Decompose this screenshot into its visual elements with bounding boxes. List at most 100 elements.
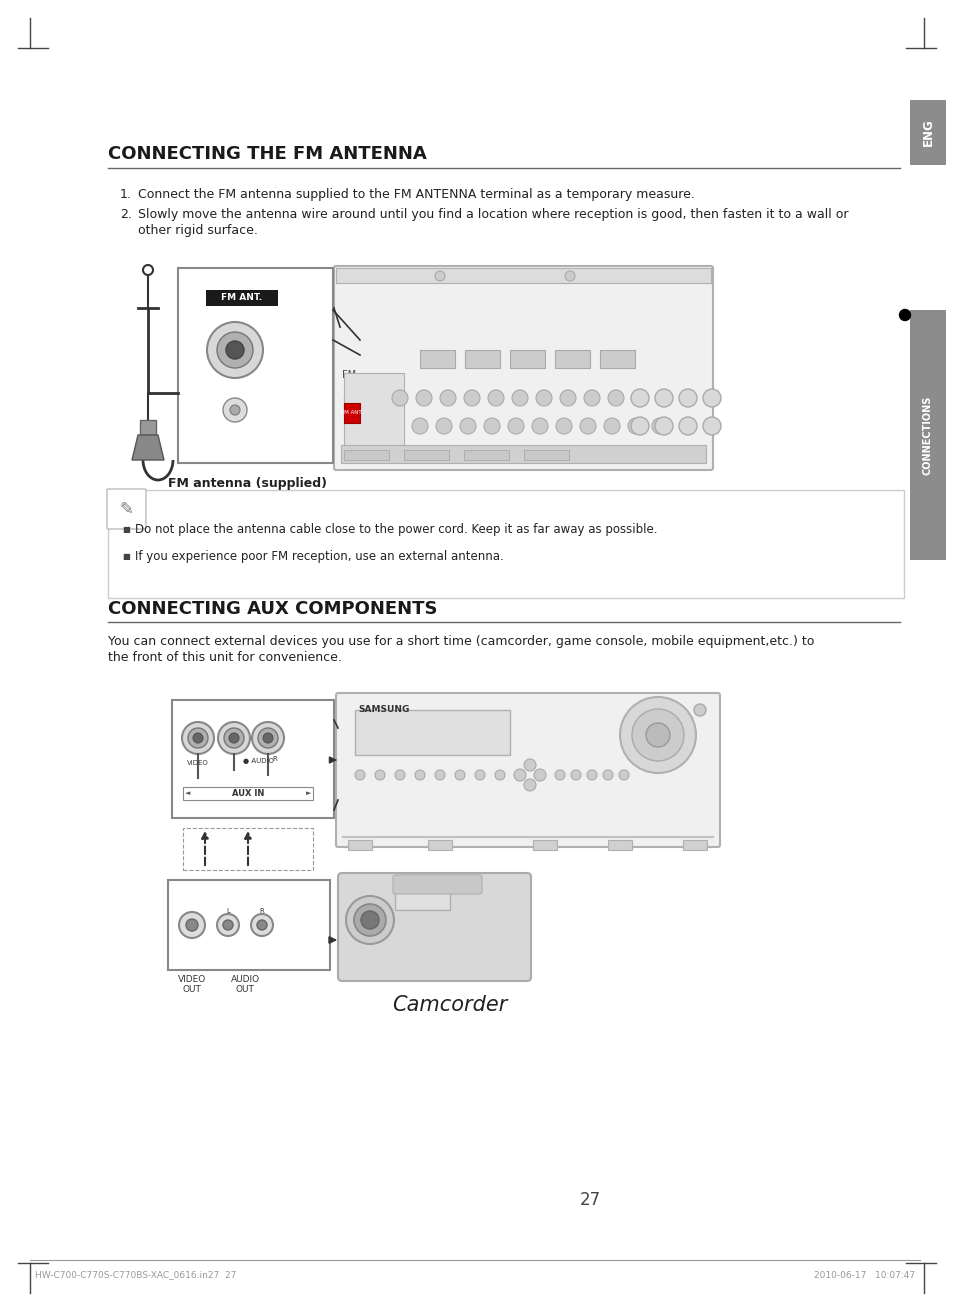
Circle shape: [556, 419, 572, 434]
Circle shape: [188, 728, 208, 748]
Circle shape: [532, 419, 547, 434]
Bar: [395, 880, 450, 911]
Circle shape: [564, 272, 575, 281]
Bar: [682, 840, 706, 850]
Circle shape: [555, 770, 564, 781]
Circle shape: [702, 417, 720, 436]
Circle shape: [488, 390, 503, 405]
Text: SAMSUNG: SAMSUNG: [357, 706, 409, 715]
Bar: [344, 373, 403, 453]
Circle shape: [463, 390, 479, 405]
Circle shape: [583, 390, 599, 405]
Circle shape: [216, 914, 239, 935]
Circle shape: [412, 419, 428, 434]
Bar: [335, 268, 710, 283]
Circle shape: [415, 770, 424, 781]
Circle shape: [182, 722, 213, 754]
Circle shape: [523, 760, 536, 771]
Text: Connect the FM antenna supplied to the FM ANTENNA terminal as a temporary measur: Connect the FM antenna supplied to the F…: [138, 188, 694, 201]
Circle shape: [899, 310, 909, 320]
Circle shape: [579, 419, 596, 434]
Circle shape: [630, 417, 648, 436]
Text: 2010-06-17   10:07:47: 2010-06-17 10:07:47: [813, 1270, 914, 1279]
Text: CONNECTING AUX COMPONENTS: CONNECTING AUX COMPONENTS: [108, 600, 437, 618]
Text: ■: ■: [122, 525, 130, 534]
Circle shape: [607, 390, 623, 405]
Circle shape: [216, 332, 253, 367]
Text: VIDEO
OUT: VIDEO OUT: [177, 975, 206, 994]
Circle shape: [559, 390, 576, 405]
Bar: [168, 880, 330, 970]
Circle shape: [571, 770, 580, 781]
Text: 1.: 1.: [120, 188, 132, 201]
Circle shape: [439, 390, 456, 405]
Text: 2.: 2.: [120, 209, 132, 220]
Circle shape: [459, 419, 476, 434]
Bar: [599, 350, 635, 367]
Circle shape: [143, 265, 152, 276]
Text: the front of this unit for convenience.: the front of this unit for convenience.: [108, 651, 341, 664]
Text: other rigid surface.: other rigid surface.: [138, 224, 257, 237]
Circle shape: [483, 419, 499, 434]
Text: ENG: ENG: [921, 118, 934, 146]
Circle shape: [618, 770, 628, 781]
Circle shape: [603, 419, 619, 434]
Text: R: R: [272, 756, 276, 762]
Circle shape: [693, 705, 705, 716]
Circle shape: [627, 419, 643, 434]
Circle shape: [251, 914, 273, 935]
Bar: [464, 350, 499, 367]
FancyBboxPatch shape: [334, 266, 712, 470]
Circle shape: [193, 733, 203, 743]
Circle shape: [263, 733, 273, 743]
Text: FM: FM: [341, 370, 355, 380]
Bar: [183, 787, 313, 800]
Bar: [419, 350, 455, 367]
Circle shape: [230, 405, 240, 415]
Circle shape: [395, 770, 405, 781]
Circle shape: [223, 920, 233, 930]
Text: FM ANT.: FM ANT.: [221, 294, 262, 303]
Circle shape: [512, 390, 527, 405]
Bar: [340, 445, 705, 463]
Circle shape: [602, 770, 613, 781]
Circle shape: [631, 708, 683, 761]
Circle shape: [229, 733, 239, 743]
Polygon shape: [132, 436, 164, 461]
Text: If you experience poor FM reception, use an external antenna.: If you experience poor FM reception, use…: [135, 550, 503, 563]
Bar: [344, 450, 389, 461]
Bar: [463, 450, 509, 461]
Circle shape: [507, 419, 523, 434]
Bar: [206, 290, 277, 306]
Text: AUDIO
OUT: AUDIO OUT: [231, 975, 259, 994]
Bar: [510, 350, 544, 367]
Circle shape: [495, 770, 504, 781]
Circle shape: [416, 390, 432, 405]
Text: CONNECTIONS: CONNECTIONS: [923, 395, 932, 475]
Bar: [108, 489, 903, 598]
Circle shape: [257, 728, 277, 748]
Circle shape: [186, 918, 198, 932]
Bar: [403, 450, 449, 461]
Text: Do not place the antenna cable close to the power cord. Keep it as far away as p: Do not place the antenna cable close to …: [135, 523, 657, 537]
Circle shape: [679, 417, 697, 436]
Circle shape: [475, 770, 484, 781]
Text: ◄: ◄: [185, 790, 191, 796]
Circle shape: [355, 770, 365, 781]
Text: CONNECTING THE FM ANTENNA: CONNECTING THE FM ANTENNA: [108, 146, 426, 163]
FancyBboxPatch shape: [393, 875, 481, 893]
Circle shape: [223, 398, 247, 422]
Circle shape: [514, 769, 525, 781]
Text: Camcorder: Camcorder: [392, 994, 507, 1015]
Text: You can connect external devices you use for a short time (camcorder, game conso: You can connect external devices you use…: [108, 635, 814, 648]
Circle shape: [651, 419, 667, 434]
Bar: [348, 840, 372, 850]
Text: ►: ►: [305, 790, 311, 796]
Circle shape: [702, 388, 720, 407]
Text: ● AUDIO: ● AUDIO: [243, 758, 274, 764]
Bar: [555, 350, 589, 367]
Circle shape: [679, 388, 697, 407]
Circle shape: [346, 896, 394, 945]
Circle shape: [655, 417, 672, 436]
Circle shape: [586, 770, 597, 781]
